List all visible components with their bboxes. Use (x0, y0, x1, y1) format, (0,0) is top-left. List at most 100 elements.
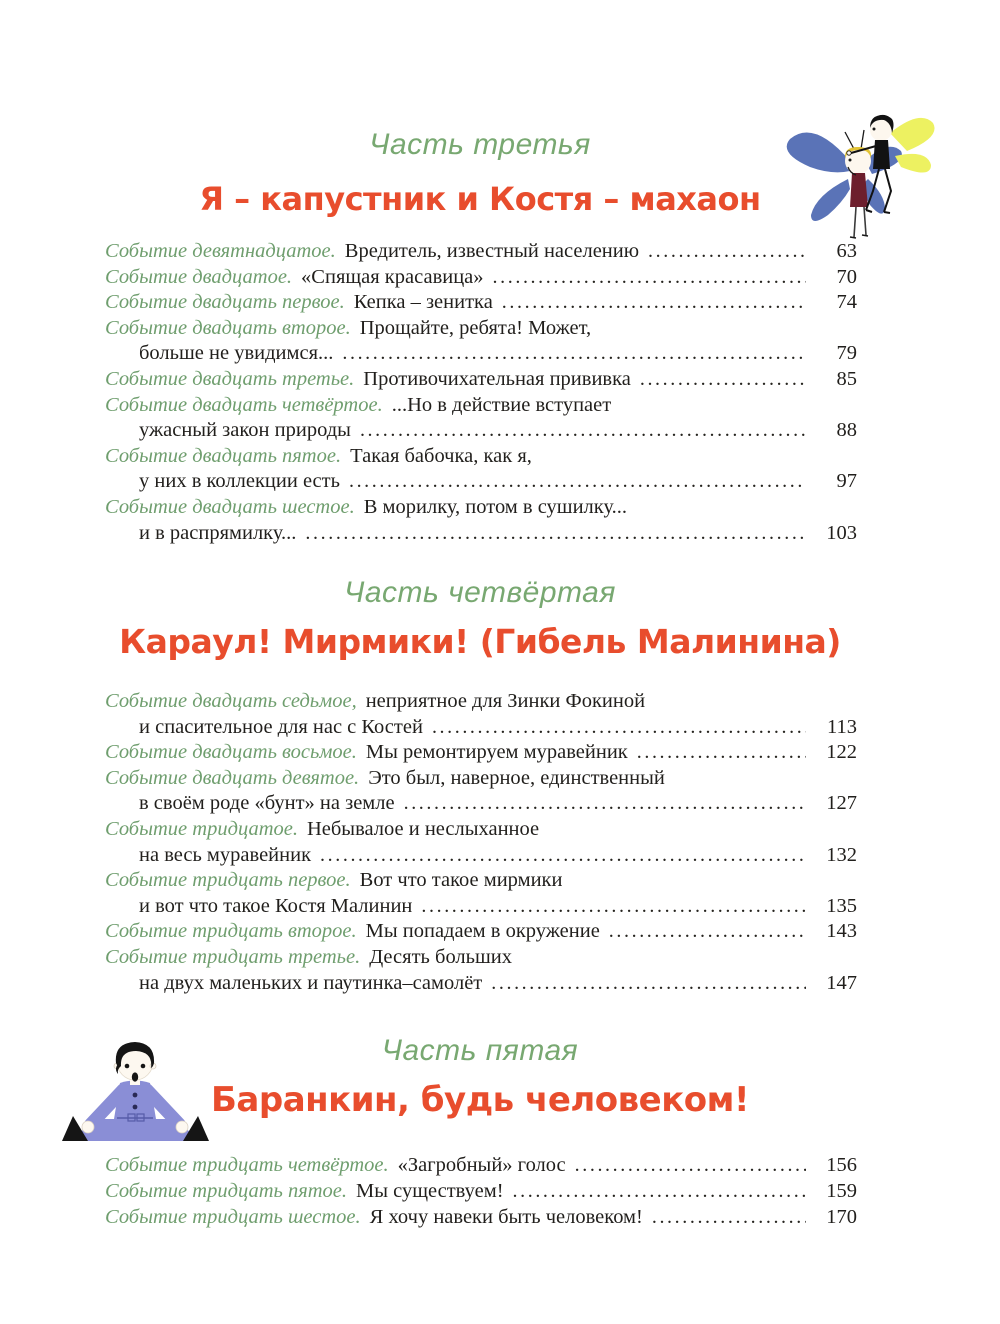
part-4-title: Караул! Мирмики! (Гибель Малинина) (119, 622, 841, 661)
entry-text: Противочихательная прививка (363, 367, 631, 390)
entry-text: Такая бабочка, как я, (350, 444, 532, 467)
entry-text: Вредитель, известный населению (344, 240, 640, 262)
toc-entry-line: на весь муравейник 132 (105, 844, 857, 870)
part-5-entries: Событие тридцать четвёртое. «Загробный» г… (105, 1154, 857, 1232)
toc-entry-line: Событие тридцать шестое. Я хочу навеки бы… (105, 1206, 857, 1232)
entry-text: Это был, наверное, единственный (368, 766, 665, 789)
page-number: 159 (826, 1180, 857, 1202)
toc-entry-line: Событие двадцать первое. Кепка – зенитка 7… (105, 291, 857, 317)
entry-label: Событие двадцать третье. (105, 367, 355, 390)
page-number: 70 (836, 265, 858, 288)
entry-text: Мы попадаем в окружение (365, 920, 600, 943)
page-number: 135 (826, 894, 857, 917)
part-5-heading: Часть пятая (381, 1034, 579, 1067)
page-number: 88 (836, 419, 858, 442)
page-number: 170 (826, 1206, 857, 1228)
toc-entry-line: у них в коллекции есть 97 (105, 470, 857, 496)
entry-label: Событие двадцать девятое. (105, 766, 360, 789)
entry-label: Событие двадцать пятое. (105, 444, 342, 467)
entry-text: на двух маленьких и паутинка–самолёт (139, 971, 483, 994)
page-number: 74 (836, 291, 858, 314)
entry-text: больше не увидимся... (139, 342, 334, 365)
page-number: 156 (826, 1154, 857, 1176)
toc-entry-line: Событие двадцать пятое. Такая бабочка, ка… (105, 445, 857, 471)
part-3-entries: Событие девятнадцатое. Вредитель, известн… (105, 240, 857, 547)
dot-leader (652, 1206, 806, 1229)
entry-label: Событие двадцать восьмое. (105, 741, 357, 764)
entry-label: Событие тридцать шестое. (105, 1206, 361, 1228)
toc-entry-line: Событие двадцать шестое. В морилку, потом… (105, 496, 857, 522)
entry-label: Событие девятнадцатое. (105, 240, 336, 262)
entry-text: Я хочу навеки быть человеком! (369, 1206, 643, 1228)
entry-text: на весь муравейник (139, 843, 312, 866)
toc-entry-line: больше не увидимся... 79 (105, 342, 857, 368)
entry-text: Кепка – зенитка (353, 291, 493, 314)
entry-label: Событие тридцать четвёртое. (105, 1154, 389, 1176)
entry-label: Событие двадцать второе. (105, 316, 351, 339)
toc-entry-line: Событие двадцать третье. Противочихательн… (105, 368, 857, 394)
entry-label: Событие двадцать седьмое, (105, 690, 357, 712)
entry-text: и спасительное для нас с Костей (139, 715, 423, 738)
entry-text: Прощайте, ребята! Может, (359, 316, 592, 339)
toc-entry-line: в своём роде «бунт» на земле 127 (105, 792, 857, 818)
entry-text: ...Но в действие вступает (391, 393, 612, 416)
dot-leader (491, 972, 806, 995)
toc-entry-line: и вот что такое Костя Малинин 135 (105, 895, 857, 921)
entry-text: Десять больших (369, 945, 513, 968)
dot-leader (637, 741, 806, 764)
entry-label: Событие тридцать пятое. (105, 1180, 348, 1202)
entry-text: Мы ремонтируем муравейник (365, 741, 628, 764)
page-number: 103 (826, 521, 857, 544)
entry-text: Мы существуем! (356, 1180, 504, 1202)
dot-leader (575, 1154, 806, 1177)
dot-leader (349, 470, 806, 493)
entry-label: Событие тридцать второе. (105, 920, 357, 943)
dot-leader (404, 792, 806, 815)
entry-text: у них в коллекции есть (139, 470, 340, 493)
toc-entry-line: Событие двадцатое. «Спящая красавица» 70 (105, 266, 857, 292)
part-5-title: Баранкин, будь человеком! (211, 1080, 749, 1120)
entry-text: Вот что такое мирмики (359, 869, 563, 892)
dot-leader (513, 1180, 806, 1203)
entry-text: «Спящая красавица» (301, 265, 484, 288)
dot-leader (342, 342, 806, 365)
toc-entry-line: Событие двадцать восьмое. Мы ремонтируем … (105, 741, 857, 767)
entry-label: Событие тридцатое. (105, 817, 298, 840)
part-3-title: Я – капустник и Костя – махаон (199, 180, 761, 218)
page-number: 63 (836, 240, 858, 262)
toc-entry-line: Событие тридцатое. Небывалое и неслыханно… (105, 818, 857, 844)
toc-entry-line: Событие девятнадцатое. Вредитель, известн… (105, 240, 857, 266)
entry-label: Событие тридцать третье. (105, 945, 361, 968)
toc-entry-line: Событие тридцать четвёртое. «Загробный» г… (105, 1154, 857, 1180)
part-4-entries: Событие двадцать седьмое, неприятное для … (105, 690, 857, 997)
entry-text: в своём роде «бунт» на земле (139, 792, 395, 815)
page-number: 85 (836, 367, 858, 390)
dot-leader (421, 895, 806, 918)
toc-entry-line: ужасный закон природы 88 (105, 419, 857, 445)
toc-entry-line: и спасительное для нас с Костей 113 (105, 716, 857, 742)
toc-entry-line: Событие тридцать второе. Мы попадаем в ок… (105, 920, 857, 946)
page-number: 147 (826, 971, 857, 994)
entry-label: Событие двадцать шестое. (105, 495, 355, 518)
page-number: 97 (836, 470, 858, 493)
sitting-boy-illustration (62, 1042, 209, 1141)
entry-label: Событие двадцать первое. (105, 291, 345, 314)
toc-entry-line: Событие двадцать седьмое, неприятное для … (105, 690, 857, 716)
dot-leader (360, 419, 806, 442)
dot-leader (432, 716, 806, 739)
toc-entry-line: Событие тридцать третье. Десять больших (105, 946, 857, 972)
toc-entry-line: Событие двадцать второе. Прощайте, ребята… (105, 317, 857, 343)
entry-text: неприятное для Зинки Фокиной (365, 690, 646, 712)
page-number: 127 (826, 792, 857, 815)
page-number: 79 (836, 342, 858, 365)
toc-entry-line: Событие двадцать четвёртое. ...Но в дейст… (105, 394, 857, 420)
butterfly-boys-illustration (786, 114, 935, 239)
entry-text: Небывалое и неслыханное (306, 817, 540, 840)
page-number: 113 (827, 715, 857, 738)
toc-entry-line: Событие тридцать пятое. Мы существуем! 159 (105, 1180, 857, 1206)
entry-text: и вот что такое Костя Малинин (139, 894, 413, 917)
entry-text: и в распрямилку... (139, 521, 297, 544)
part-4-heading: Часть четвёртая (344, 576, 616, 609)
dot-leader (640, 368, 806, 391)
